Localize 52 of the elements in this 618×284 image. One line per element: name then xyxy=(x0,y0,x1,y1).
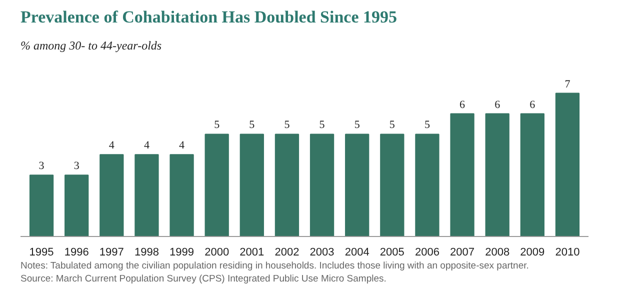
bar xyxy=(415,134,440,236)
data-label: 6 xyxy=(494,98,501,111)
data-label: 5 xyxy=(424,119,430,132)
data-label: 5 xyxy=(354,119,360,132)
bar xyxy=(485,113,510,236)
bar xyxy=(555,92,580,236)
bar xyxy=(380,134,404,236)
data-label: 4 xyxy=(144,140,150,152)
bar xyxy=(64,174,89,236)
bar xyxy=(345,134,370,236)
text: Notes: Tabulated among the civilian population residing in households. Includes those living with an opposite-sex partner. xyxy=(20,260,529,272)
x-tick-label: 2009 xyxy=(520,246,545,258)
x-tick-label: 1995 xyxy=(29,246,54,258)
x-tick-label: 1999 xyxy=(170,246,194,258)
x-tick-label: 2000 xyxy=(204,246,230,258)
data-label: 4 xyxy=(108,140,115,152)
x-tick-label: 2008 xyxy=(485,246,510,258)
bar xyxy=(450,113,474,236)
x-tick-label: 2003 xyxy=(310,246,334,258)
bar xyxy=(520,113,544,236)
chart-subtitle: % among 30- to 44-year-olds xyxy=(20,38,162,52)
bar xyxy=(274,134,300,236)
bar xyxy=(310,134,334,236)
data-label: 5 xyxy=(389,119,396,132)
x-tick-label: 2005 xyxy=(380,246,404,258)
bar xyxy=(29,174,54,236)
x-tick-label: 2006 xyxy=(414,246,440,258)
x-tick-label: 2004 xyxy=(344,246,370,258)
chart-title: Prevalence of Cohabitation Has Doubled Since 1995 xyxy=(20,8,398,26)
x-tick-label: 1998 xyxy=(134,246,159,258)
data-label: 4 xyxy=(179,140,186,152)
data-label: 6 xyxy=(460,98,466,111)
data-label: 6 xyxy=(530,98,536,111)
x-tick-label: 2010 xyxy=(555,246,580,258)
bar xyxy=(240,134,264,236)
data-label: 3 xyxy=(74,160,80,172)
bar xyxy=(134,154,159,236)
x-tick-label: 2007 xyxy=(450,246,475,258)
data-label: 3 xyxy=(38,160,45,172)
source-note: Source: March Current Population Survey (CPS) Integrated Public Use Micro Samples. xyxy=(20,274,386,284)
data-label: 5 xyxy=(214,119,220,132)
data-label: 5 xyxy=(319,119,326,132)
bar xyxy=(204,134,229,236)
x-tick-label: 1997 xyxy=(99,246,124,258)
data-label: 5 xyxy=(284,119,290,132)
x-tick-label: 1996 xyxy=(64,246,89,258)
bar xyxy=(170,154,194,236)
bar xyxy=(100,154,124,236)
x-tick-label: 2002 xyxy=(274,246,300,258)
x-tick-label: 2001 xyxy=(240,246,264,258)
data-label: 5 xyxy=(249,119,256,132)
data-label: 7 xyxy=(564,78,571,90)
